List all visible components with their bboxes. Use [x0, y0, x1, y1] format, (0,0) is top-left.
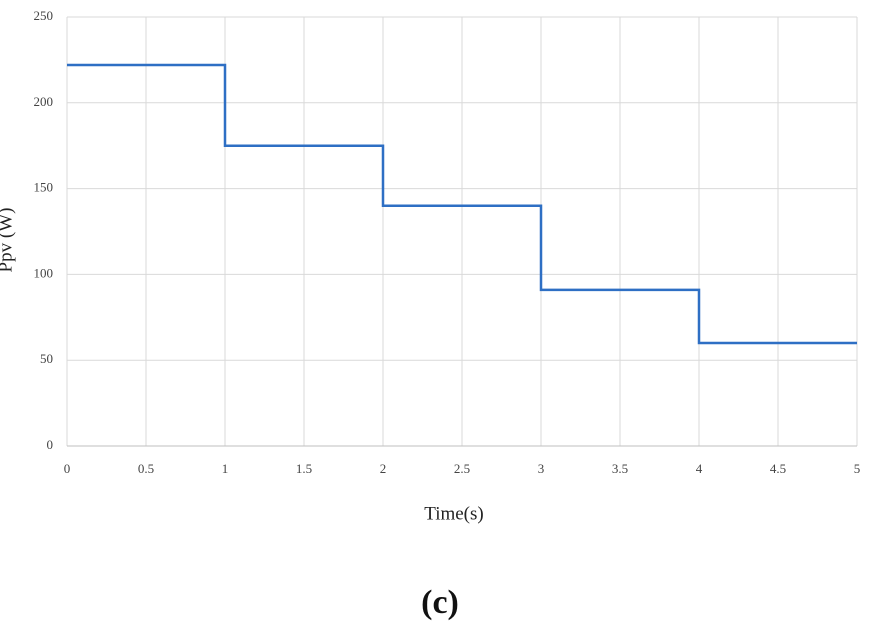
- y-tick-label: 50: [40, 351, 53, 366]
- y-tick-label: 250: [34, 8, 54, 23]
- x-tick-label: 0: [64, 461, 71, 476]
- x-tick-label: 5: [854, 461, 861, 476]
- x-tick-label: 1.5: [296, 461, 312, 476]
- y-tick-label: 0: [47, 437, 54, 452]
- x-tick-label: 2: [380, 461, 387, 476]
- x-tick-label: 3.5: [612, 461, 628, 476]
- x-tick-label: 4.5: [770, 461, 786, 476]
- x-tick-label: 2.5: [454, 461, 470, 476]
- y-tick-label: 100: [34, 265, 54, 280]
- x-tick-label: 0.5: [138, 461, 154, 476]
- x-tick-label: 4: [696, 461, 703, 476]
- x-tick-label: 3: [538, 461, 545, 476]
- x-axis-title: Time(s): [424, 503, 483, 524]
- y-tick-label: 150: [34, 180, 54, 195]
- y-tick-label: 200: [34, 94, 54, 109]
- x-tick-label: 1: [222, 461, 229, 476]
- series-line: [67, 63, 857, 345]
- caption: (c): [421, 584, 459, 621]
- y-axis-title: Ppv (W): [0, 208, 16, 273]
